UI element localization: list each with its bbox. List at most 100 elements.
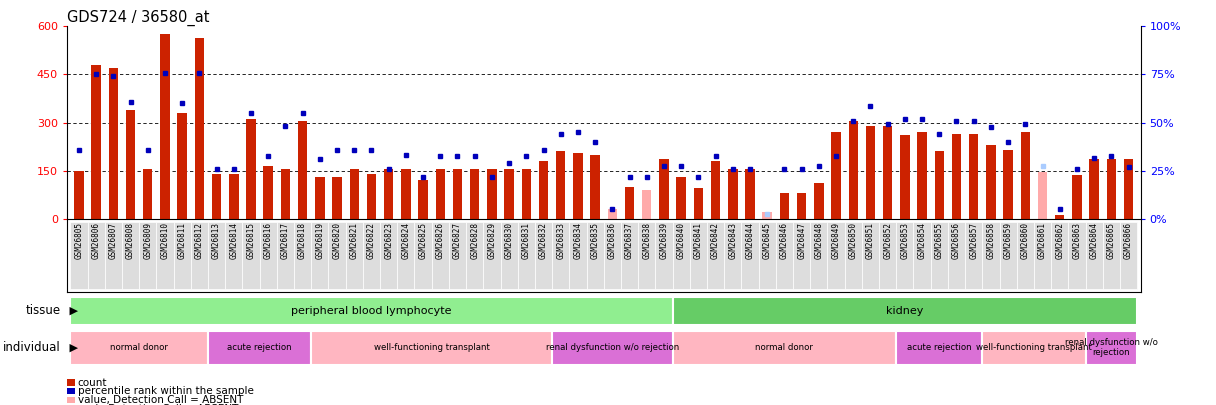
Bar [264,166,272,219]
Bar [277,222,294,289]
Bar [212,175,221,219]
Bar [552,331,672,364]
Bar [1086,222,1103,289]
Bar [281,169,291,219]
Bar [693,188,703,219]
Text: GSM26820: GSM26820 [332,222,342,259]
Bar [488,169,496,219]
Text: GSM26845: GSM26845 [762,222,772,259]
Bar [672,297,1137,324]
Text: GSM26842: GSM26842 [711,222,720,259]
Bar [779,193,789,219]
Bar [832,132,840,219]
Text: GSM26830: GSM26830 [505,222,513,259]
Text: GSM26858: GSM26858 [986,222,996,259]
Bar [672,331,896,364]
Text: GSM26821: GSM26821 [350,222,359,259]
Bar [1037,172,1047,219]
Bar [294,222,311,289]
Bar [1086,331,1137,364]
Bar [917,132,927,219]
Bar [728,169,738,219]
Text: percentile rank within the sample: percentile rank within the sample [78,386,254,396]
Bar [966,222,983,289]
Bar [689,222,706,289]
Bar [1103,222,1120,289]
Bar [591,155,599,219]
Text: GSM26862: GSM26862 [1055,222,1064,259]
Text: GSM26838: GSM26838 [642,222,652,259]
Text: GSM26855: GSM26855 [935,222,944,259]
Text: GSM26844: GSM26844 [745,222,754,259]
Bar [762,212,772,219]
Bar [483,222,501,289]
Bar [242,222,259,289]
Bar [1055,215,1064,219]
Text: well-functioning transplant: well-functioning transplant [373,343,490,352]
Bar [1000,222,1017,289]
Text: ▶: ▶ [66,306,78,316]
Bar [384,169,394,219]
Bar [556,151,565,219]
Text: GSM26812: GSM26812 [195,222,204,259]
Bar [569,222,586,289]
Text: count: count [78,377,107,388]
Bar [432,222,449,289]
Text: GSM26864: GSM26864 [1090,222,1098,259]
Bar [742,222,759,289]
Text: well-functioning transplant: well-functioning transplant [976,343,1092,352]
Bar [983,331,1086,364]
Text: GSM26831: GSM26831 [522,222,531,259]
Text: GSM26833: GSM26833 [556,222,565,259]
Text: GSM26828: GSM26828 [471,222,479,259]
Bar [122,222,139,289]
Bar [913,222,930,289]
Bar [229,174,238,219]
Text: GSM26837: GSM26837 [625,222,634,259]
Bar [866,126,876,219]
Bar [367,174,376,219]
Text: GSM26851: GSM26851 [866,222,876,259]
Bar [586,222,603,289]
Text: GSM26822: GSM26822 [367,222,376,259]
Text: renal dysfunction w/o
rejection: renal dysfunction w/o rejection [1065,338,1158,357]
Bar [1107,160,1116,219]
Text: GSM26853: GSM26853 [900,222,910,259]
Bar [398,222,415,289]
Bar [415,222,432,289]
Bar [225,222,242,289]
Bar [362,222,381,289]
Text: GSM26846: GSM26846 [779,222,789,259]
Bar [930,222,948,289]
Bar [435,169,445,219]
Bar [948,222,966,289]
Bar [505,169,514,219]
Text: value, Detection Call = ABSENT: value, Detection Call = ABSENT [78,395,243,405]
Bar [208,222,225,289]
Bar [328,222,345,289]
Bar [638,222,655,289]
Bar [349,169,359,219]
Text: GSM26861: GSM26861 [1038,222,1047,259]
Text: GSM26826: GSM26826 [435,222,445,259]
Bar [139,222,157,289]
Bar [518,222,535,289]
Text: GSM26840: GSM26840 [676,222,686,259]
Bar [573,153,582,219]
Bar [108,68,118,219]
Bar [796,193,806,219]
Bar [1069,222,1086,289]
Bar [381,222,398,289]
Bar [449,222,466,289]
Text: GSM26863: GSM26863 [1073,222,1081,259]
Text: GSM26843: GSM26843 [728,222,737,259]
Bar [259,222,277,289]
Bar [900,135,910,219]
Bar [676,177,686,219]
Bar [161,34,170,219]
Bar [810,222,827,289]
Text: kidney: kidney [886,306,924,316]
Bar [849,121,858,219]
Text: GSM26806: GSM26806 [91,222,101,259]
Bar [466,222,483,289]
